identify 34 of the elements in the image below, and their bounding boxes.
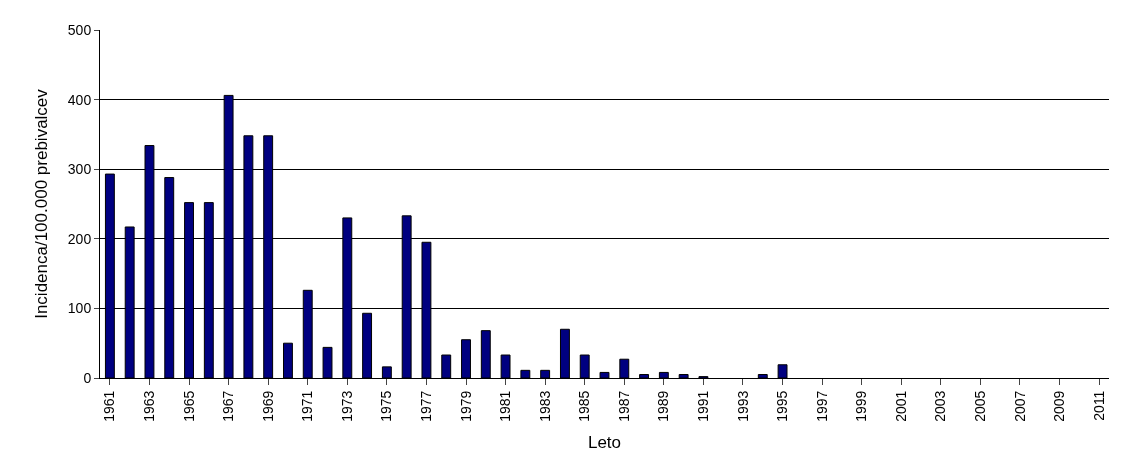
x-tick-label: 1997 [813,390,830,422]
x-tick-label: 1987 [615,390,632,422]
x-tick-label: 1967 [220,390,237,422]
x-axis-title: Leto [587,433,622,453]
y-tick-label: 500 [67,21,92,38]
x-tick-label: 1975 [378,390,395,422]
x-tick-label: 1973 [338,390,355,422]
x-tick-label: 1993 [734,390,751,422]
y-tick-label: 0 [83,369,92,386]
x-tick-label: 2007 [1011,390,1028,422]
x-tick-label: 1969 [259,390,276,422]
x-tick-label: 2003 [932,390,949,422]
x-tick-label: 1979 [457,390,474,422]
x-tick-label: 1965 [180,390,197,422]
x-tick-label: 1983 [536,390,553,422]
x-tick-label: 1989 [655,390,672,422]
x-tick-label: 2001 [892,390,909,422]
y-tick-label: 300 [67,161,92,178]
y-axis-title: Incidenca/100.000 prebivalcev [32,88,52,319]
x-tick-label: 1985 [576,390,593,422]
y-tick-label: 100 [67,300,92,317]
x-tick-label: 1981 [497,390,514,422]
x-tick-label: 1977 [417,390,434,422]
y-tick-label: 400 [67,91,92,108]
x-tick-label: 1991 [694,390,711,422]
x-tick-label: 1999 [853,390,870,422]
x-tick-label: 2011 [1090,390,1107,421]
x-tick-label: 2005 [971,390,988,422]
x-tick-label: 1995 [774,390,791,422]
x-tick-label: 2009 [1051,390,1068,422]
x-tick-label: 1971 [299,390,316,422]
x-tick-label: 1963 [141,390,158,422]
y-tick-label: 200 [67,230,92,247]
x-tick-label: 1961 [101,390,118,422]
